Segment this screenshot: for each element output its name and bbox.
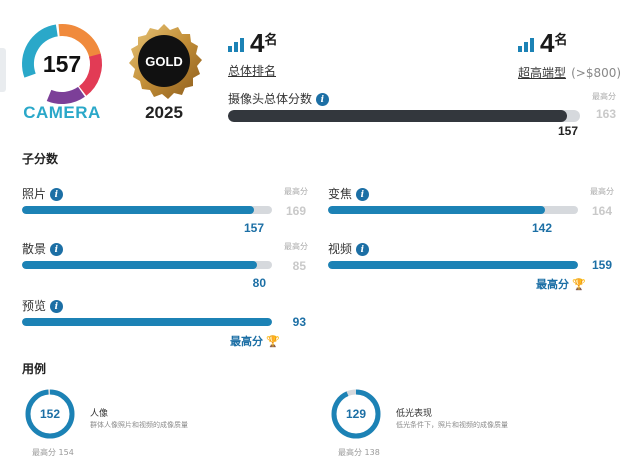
gold-label-badge: GOLD: [129, 24, 202, 99]
trophy-icon: 🏆: [572, 277, 586, 291]
bokeh-row-label: 散景 i: [22, 240, 63, 257]
bokeh-label: 散景: [22, 242, 47, 256]
camera-label: CAMERA: [23, 103, 101, 122]
lowlight-best: 最高分 138: [338, 448, 380, 457]
video-row-label: 视频 i: [328, 240, 369, 257]
overall-rank-number: 4: [250, 28, 265, 58]
info-icon[interactable]: i: [355, 243, 369, 256]
overall-best-label: 最高分: [592, 92, 616, 101]
video-score-bar: [328, 261, 578, 269]
overall-score-value: 157: [557, 124, 578, 138]
preview-best-text: 最高分: [230, 335, 263, 348]
segment-rank-row: 超高端型 (>$800): [518, 62, 621, 81]
video-label: 视频: [328, 242, 353, 256]
portrait-score-value: 152: [40, 407, 60, 421]
zoom-score-value: 142: [531, 221, 552, 235]
bokeh-score-bar: [22, 261, 272, 269]
video-score-value: 159: [591, 258, 612, 272]
photo-score-value: 157: [243, 221, 264, 235]
segment-rank-suffix: 名: [554, 33, 568, 48]
overall-best-value: 163: [595, 107, 616, 121]
info-icon[interactable]: i: [315, 93, 329, 106]
video-best-marker: 最高分 🏆: [536, 276, 586, 292]
zoom-best-label: 最高分: [590, 187, 614, 196]
segment-rank-link[interactable]: 超高端型: [518, 66, 567, 80]
bokeh-score-fill: [22, 261, 258, 269]
segment-rank-number: 4: [540, 28, 555, 58]
lowlight-score-ring: 129: [331, 389, 381, 439]
ranking-bars-icon: [228, 38, 246, 52]
side-tab[interactable]: [0, 48, 6, 92]
preview-score-bar: [22, 318, 272, 326]
camera-score-value: 157: [43, 51, 81, 77]
preview-score-fill: [22, 318, 272, 326]
photo-score-bar: [22, 206, 272, 214]
video-best-text: 最高分: [536, 278, 569, 291]
info-icon[interactable]: i: [49, 188, 63, 201]
preview-best-marker: 最高分 🏆: [230, 333, 280, 349]
zoom-label: 变焦: [328, 187, 353, 201]
trophy-icon: 🏆: [266, 334, 280, 348]
zoom-row-label: 变焦 i: [328, 185, 369, 202]
video-score-fill: [328, 261, 578, 269]
ranking-bars-icon: [518, 38, 536, 52]
segment-rank: 4名: [540, 28, 567, 59]
overall-rank-suffix: 名: [264, 33, 278, 48]
subscores-title: 子分数: [22, 152, 59, 166]
overall-rank-link[interactable]: 总体排名: [228, 64, 277, 78]
bokeh-best-label: 最高分: [284, 242, 308, 251]
zoom-best-value: 164: [591, 204, 612, 218]
gold-label-text: GOLD: [145, 54, 183, 69]
zoom-score-fill: [328, 206, 545, 214]
overall-rank: 4名: [250, 28, 277, 59]
overall-score-label: 摄像头总体分数 i: [228, 90, 329, 107]
photo-row-label: 照片 i: [22, 185, 63, 202]
photo-best-value: 169: [285, 204, 306, 218]
zoom-score-bar: [328, 206, 578, 214]
info-icon[interactable]: i: [49, 243, 63, 256]
portrait-desc: 群体人像照片和视频的成像质量: [90, 421, 188, 429]
info-icon[interactable]: i: [49, 300, 63, 313]
preview-row-label: 预览 i: [22, 297, 63, 314]
lowlight-title: 低光表现: [396, 409, 433, 419]
photo-score-fill: [22, 206, 255, 214]
lowlight-score-value: 129: [346, 407, 366, 421]
lowlight-desc: 低光条件下，照片和视频的成像质量: [396, 421, 508, 429]
overall-score-bar: [228, 110, 580, 122]
photo-label: 照片: [22, 187, 47, 201]
overall-score-label-text: 摄像头总体分数: [228, 92, 313, 106]
portrait-score-ring: 152: [25, 389, 75, 439]
overall-score-fill: [228, 110, 567, 122]
segment-price-range: (>$800): [571, 66, 622, 80]
preview-label: 预览: [22, 299, 47, 313]
bokeh-best-value: 85: [292, 259, 306, 273]
info-icon[interactable]: i: [355, 188, 369, 201]
bokeh-score-value: 80: [252, 276, 266, 290]
photo-best-label: 最高分: [284, 187, 308, 196]
portrait-title: 人像: [90, 409, 109, 419]
camera-score-badge: 157: [22, 24, 102, 104]
badge-year: 2025: [145, 103, 183, 122]
use-cases-title: 用例: [22, 362, 47, 376]
portrait-best: 最高分 154: [32, 448, 74, 457]
preview-score-value: 93: [292, 315, 306, 329]
